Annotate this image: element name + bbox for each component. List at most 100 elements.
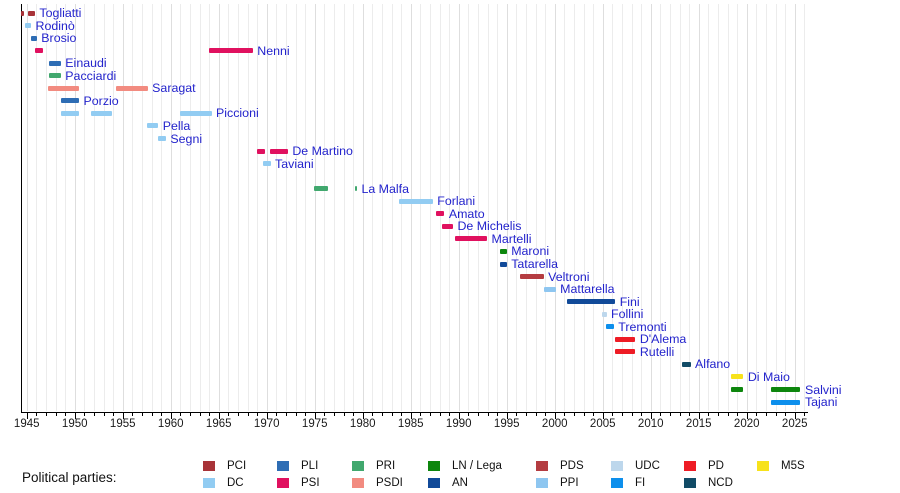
- timeline-bar-de-martino-1: [257, 148, 265, 154]
- person-label-di-maio[interactable]: Di Maio: [747, 369, 790, 384]
- timeline-bar-piccioni-2: [91, 110, 113, 116]
- person-label-follini[interactable]: Follini: [611, 307, 644, 322]
- x-tick-1947: [45, 413, 47, 416]
- gridline-1976: [324, 4, 326, 411]
- person-label-la-malfa[interactable]: La Malfa: [361, 181, 409, 196]
- legend-label-udc: UDC: [635, 460, 660, 472]
- timeline-bar-nenni-1: [35, 48, 43, 54]
- legend-swatch-ln-lega: [428, 461, 440, 471]
- x-tick-2016: [708, 413, 710, 416]
- x-tick-label-2005: 2005: [589, 418, 616, 430]
- person-label-segni[interactable]: Segni: [170, 131, 203, 146]
- person-label-togliatti[interactable]: Togliatti: [39, 6, 82, 20]
- person-label-maroni[interactable]: Maroni: [511, 244, 550, 259]
- gridline-2012: [669, 4, 671, 411]
- person-label-taviani[interactable]: Taviani: [275, 156, 314, 171]
- gridline-1966: [228, 4, 230, 411]
- x-tick-1975: [314, 413, 316, 419]
- x-tick-1999: [545, 413, 547, 416]
- x-tick-label-2015: 2015: [685, 418, 712, 430]
- legend-label-pds: PDS: [560, 460, 584, 472]
- gridline-2017: [717, 4, 719, 411]
- x-tick-1988: [439, 413, 441, 416]
- person-label-tajani[interactable]: Tajani: [804, 395, 838, 410]
- person-label-piccioni[interactable]: Piccioni: [216, 106, 259, 121]
- timeline-bar-tatarella: [500, 261, 507, 267]
- person-label-de-michelis[interactable]: De Michelis: [457, 219, 522, 234]
- gridline-1988: [439, 4, 441, 411]
- gridline-1987: [429, 4, 431, 411]
- x-tick-label-1980: 1980: [349, 418, 376, 430]
- gridline-2016: [708, 4, 710, 411]
- x-tick-2011: [660, 413, 662, 416]
- gridline-2013: [679, 4, 681, 411]
- person-label-veltroni[interactable]: Veltroni: [548, 269, 590, 284]
- gridline-1984: [401, 4, 403, 411]
- x-tick-label-1995: 1995: [493, 418, 520, 430]
- person-label-martelli[interactable]: Martelli: [491, 231, 532, 246]
- person-label-fini[interactable]: Fini: [619, 294, 640, 309]
- person-label-salvini[interactable]: Salvini: [804, 382, 842, 397]
- legend-title: Political parties:: [22, 470, 117, 485]
- x-tick-1990: [458, 413, 460, 419]
- gridline-1996: [516, 4, 518, 411]
- person-label-saragat[interactable]: Saragat: [152, 81, 196, 96]
- person-label-nenni[interactable]: Nenni: [257, 43, 290, 58]
- x-tick-1992: [477, 413, 479, 416]
- legend-swatch-psdi: [352, 478, 364, 488]
- x-tick-1973: [295, 413, 297, 416]
- person-label-porzio[interactable]: Porzio: [83, 93, 119, 108]
- person-label-amato[interactable]: Amato: [448, 206, 485, 221]
- gridline-1963: [199, 4, 201, 411]
- timeline-bar-alfano: [682, 361, 691, 367]
- x-tick-1957: [141, 413, 143, 416]
- gridline-1949: [65, 4, 67, 411]
- gridline-1990: [458, 4, 460, 411]
- x-tick-1968: [247, 413, 249, 416]
- gridline-1983: [391, 4, 393, 411]
- y-axis-line: [21, 4, 22, 413]
- legend-label-pli: PLI: [301, 460, 319, 472]
- x-tick-label-1970: 1970: [253, 418, 280, 430]
- x-tick-label-1945: 1945: [13, 418, 40, 430]
- x-tick-2000: [554, 413, 556, 419]
- gridline-1946: [36, 4, 38, 411]
- x-tick-1974: [305, 413, 307, 416]
- person-label-einaudi[interactable]: Einaudi: [65, 56, 107, 71]
- x-tick-2008: [631, 413, 633, 416]
- gridline-1957: [141, 4, 143, 411]
- gridline-1969: [257, 4, 259, 411]
- person-label-rutelli[interactable]: Rutelli: [639, 344, 675, 359]
- x-tick-2024: [785, 413, 787, 416]
- person-label-rodin[interactable]: Rodinò: [35, 18, 75, 33]
- gridline-1985: [410, 4, 412, 411]
- person-label-alfano[interactable]: Alfano: [695, 357, 731, 372]
- gridline-2008: [631, 4, 633, 411]
- x-tick-2007: [621, 413, 623, 416]
- x-tick-label-1990: 1990: [445, 418, 472, 430]
- x-tick-1945: [26, 413, 28, 419]
- person-label-pacciardi[interactable]: Pacciardi: [65, 68, 117, 83]
- gridline-1979: [353, 4, 355, 411]
- person-label-forlani[interactable]: Forlani: [437, 194, 476, 209]
- gridline-2015: [698, 4, 700, 411]
- gridline-1953: [103, 4, 105, 411]
- person-label-tatarella[interactable]: Tatarella: [511, 257, 559, 271]
- x-tick-2014: [689, 413, 691, 416]
- x-tick-1998: [535, 413, 537, 416]
- timeline-bar-piccioni-3: [180, 110, 212, 116]
- x-tick-1949: [65, 413, 67, 416]
- person-label-de-martino[interactable]: De Martino: [292, 144, 353, 159]
- gridline-1962: [189, 4, 191, 411]
- gridline-1951: [84, 4, 86, 411]
- person-label-brosio[interactable]: Brosio: [41, 31, 77, 46]
- person-label-mattarella[interactable]: Mattarella: [560, 282, 615, 297]
- gridline-1995: [506, 4, 508, 411]
- gridline-2025: [794, 4, 796, 411]
- legend-swatch-dc: [203, 478, 215, 488]
- person-label-tremonti[interactable]: Tremonti: [618, 319, 667, 334]
- person-label-pella[interactable]: Pella: [162, 118, 191, 133]
- timeline-bar-salvini-1: [731, 387, 744, 392]
- person-label-d-alema[interactable]: D'Alema: [639, 332, 687, 347]
- gridline-1981: [372, 4, 374, 411]
